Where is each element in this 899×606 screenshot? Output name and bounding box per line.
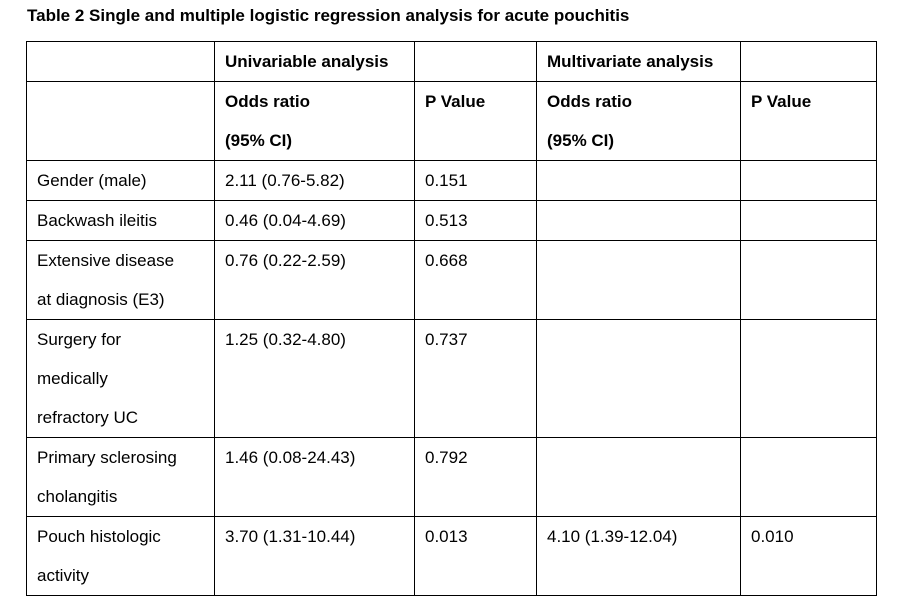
header-empty-cell xyxy=(26,81,215,161)
row-label: Extensive disease at diagnosis (E3) xyxy=(26,240,215,320)
multivariate-odds-ratio-cell: 4.10 (1.39-12.04) xyxy=(536,516,741,596)
header-odds-ratio-label: Odds ratio xyxy=(547,92,633,111)
multivariate-p-value-cell xyxy=(740,160,877,201)
header-odds-ratio-label: Odds ratio xyxy=(225,92,311,111)
header-multi-p-value: P Value xyxy=(740,81,877,161)
multivariate-odds-ratio-cell xyxy=(536,200,741,241)
regression-table: Univariable analysis Multivariate analys… xyxy=(26,41,877,596)
header-multi-odds-ratio: Odds ratio (95% CI) xyxy=(536,81,741,161)
univariable-p-value-cell: 0.737 xyxy=(414,319,537,438)
row-label-line: at diagnosis (E3) xyxy=(37,290,165,309)
row-label: Primary sclerosing cholangitis xyxy=(26,437,215,517)
univariable-odds-ratio-cell: 1.25 (0.32-4.80) xyxy=(214,319,415,438)
row-label: Gender (male) xyxy=(26,160,215,201)
row-label-line: refractory UC xyxy=(37,408,139,427)
row-label-line: activity xyxy=(37,566,89,585)
header-row-columns: Odds ratio (95% CI) P Value Odds ratio (… xyxy=(26,81,877,161)
table-row: Pouch histologic activity 3.70 (1.31-10.44… xyxy=(26,516,877,596)
header-ci-label: (95% CI) xyxy=(225,131,293,150)
univariable-odds-ratio-cell: 3.70 (1.31-10.44) xyxy=(214,516,415,596)
table-row: Primary sclerosing cholangitis 1.46 (0.08-… xyxy=(26,437,877,517)
row-label: Pouch histologic activity xyxy=(26,516,215,596)
header-multivariate: Multivariate analysis xyxy=(536,41,741,82)
header-row-groups: Univariable analysis Multivariate analys… xyxy=(26,41,877,82)
multivariate-p-value-cell: 0.010 xyxy=(740,516,877,596)
row-label-line: Pouch histologic xyxy=(37,527,161,546)
header-empty-cell xyxy=(740,41,877,82)
row-label-line: Gender (male) xyxy=(37,171,147,190)
univariable-odds-ratio-cell: 1.46 (0.08-24.43) xyxy=(214,437,415,517)
header-empty-cell xyxy=(26,41,215,82)
row-label-line: medically xyxy=(37,369,108,388)
table-row: Backwash ileitis 0.46 (0.04-4.69) 0.513 xyxy=(26,200,877,241)
table-row: Extensive disease at diagnosis (E3) 0.76 (… xyxy=(26,240,877,320)
header-empty-cell xyxy=(414,41,537,82)
multivariate-odds-ratio-cell xyxy=(536,240,741,320)
row-label-line: cholangitis xyxy=(37,487,118,506)
multivariate-odds-ratio-cell xyxy=(536,160,741,201)
univariable-odds-ratio-cell: 0.46 (0.04-4.69) xyxy=(214,200,415,241)
univariable-p-value-cell: 0.513 xyxy=(414,200,537,241)
row-label-line: Primary sclerosing xyxy=(37,448,177,467)
multivariate-p-value-cell xyxy=(740,200,877,241)
multivariate-p-value-cell xyxy=(740,240,877,320)
multivariate-p-value-cell xyxy=(740,319,877,438)
row-label-line: Surgery for xyxy=(37,330,122,349)
row-label-line: Extensive disease xyxy=(37,251,175,270)
table-row: Surgery for medically refractory UC 1.25 (0… xyxy=(26,319,877,438)
header-univariable: Univariable analysis xyxy=(214,41,415,82)
multivariate-p-value-cell xyxy=(740,437,877,517)
univariable-p-value-cell: 0.013 xyxy=(414,516,537,596)
table-row: Gender (male) 2.11 (0.76-5.82) 0.151 xyxy=(26,160,877,201)
table-caption: Table 2 Single and multiple logistic reg… xyxy=(27,6,630,25)
univariable-p-value-cell: 0.151 xyxy=(414,160,537,201)
univariable-odds-ratio-cell: 0.76 (0.22-2.59) xyxy=(214,240,415,320)
univariable-p-value-cell: 0.792 xyxy=(414,437,537,517)
row-label-line: Backwash ileitis xyxy=(37,211,157,230)
univariable-p-value-cell: 0.668 xyxy=(414,240,537,320)
multivariate-odds-ratio-cell xyxy=(536,437,741,517)
row-label: Surgery for medically refractory UC xyxy=(26,319,215,438)
multivariate-odds-ratio-cell xyxy=(536,319,741,438)
header-uni-odds-ratio: Odds ratio (95% CI) xyxy=(214,81,415,161)
table-body: Gender (male) 2.11 (0.76-5.82) 0.151 Backwa… xyxy=(26,160,877,596)
header-ci-label: (95% CI) xyxy=(547,131,615,150)
row-label: Backwash ileitis xyxy=(26,200,215,241)
univariable-odds-ratio-cell: 2.11 (0.76-5.82) xyxy=(214,160,415,201)
header-uni-p-value: P Value xyxy=(414,81,537,161)
